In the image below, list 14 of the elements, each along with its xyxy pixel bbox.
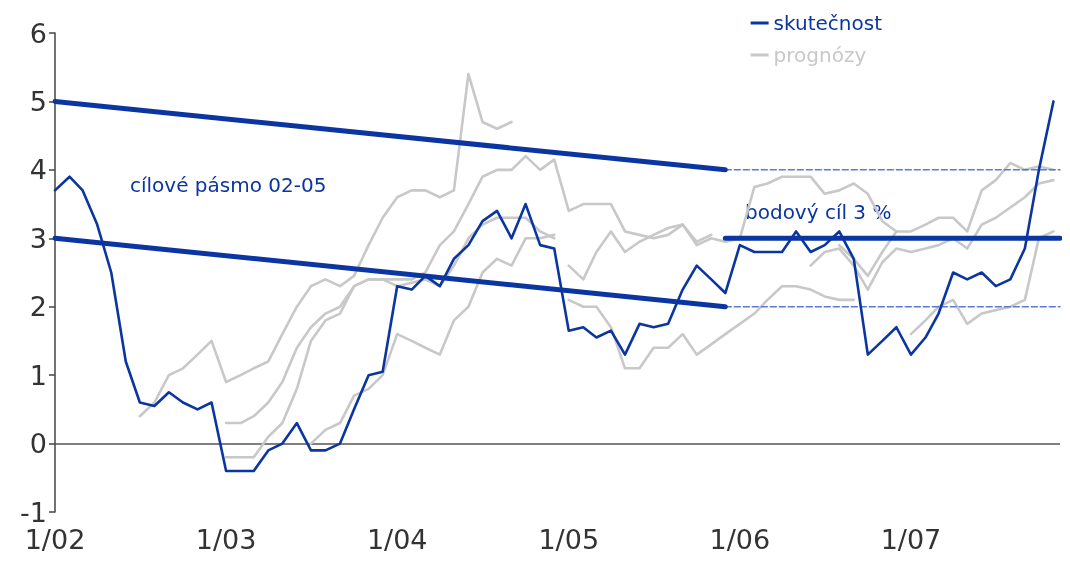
y-tick-label: 4 [29, 154, 47, 186]
y-tick-label: 0 [29, 428, 47, 460]
y-tick-label: 5 [29, 85, 47, 117]
x-tick-label: 1/06 [709, 524, 771, 555]
y-tick-label: 2 [29, 291, 47, 323]
x-tick-label: 1/05 [538, 524, 600, 555]
x-tick-label: 1/03 [195, 524, 257, 555]
y-tick-label: 6 [29, 17, 47, 49]
x-tick-label: 1/04 [366, 524, 428, 555]
legend-label: skutečnost [773, 11, 883, 35]
x-tick-label: 1/07 [880, 524, 942, 555]
y-tick-label: 1 [29, 359, 47, 391]
y-tick-label: 3 [29, 222, 47, 254]
annotation: cílové pásmo 02-05 [130, 173, 327, 197]
